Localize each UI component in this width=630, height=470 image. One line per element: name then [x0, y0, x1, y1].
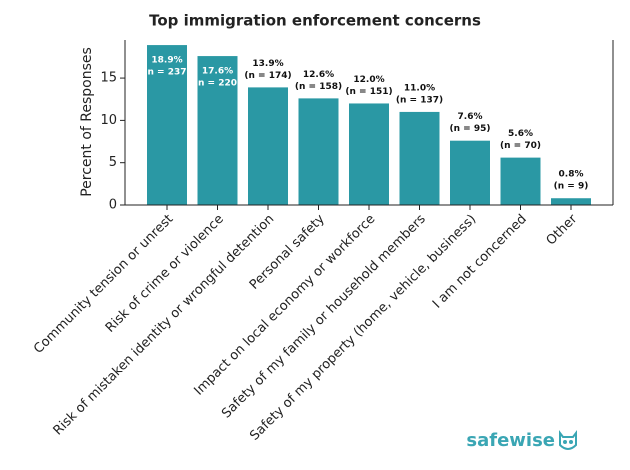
y-tick-label: 15	[100, 71, 117, 86]
value-label: 18.9%	[151, 56, 182, 66]
n-label: (n = 151)	[345, 87, 392, 97]
value-label: 13.9%	[252, 59, 283, 69]
logo-icon	[559, 430, 577, 450]
bar	[450, 140, 490, 205]
bar	[147, 45, 187, 206]
y-tick-label: 5	[109, 155, 117, 170]
logo: safewise	[466, 430, 555, 451]
x-tick-label: Impact on local economy or workforce	[191, 212, 378, 399]
value-label: 12.6%	[303, 70, 334, 80]
x-tick-label: I am not concerned	[430, 212, 530, 312]
value-label: 11.0%	[404, 83, 435, 93]
value-label: 7.6%	[458, 112, 483, 122]
value-label: 12.0%	[353, 75, 384, 85]
value-label: 0.8%	[559, 170, 584, 180]
value-label: 17.6%	[202, 67, 233, 77]
x-tick-label: Other	[544, 211, 581, 248]
bar	[349, 103, 389, 205]
y-tick-label: 10	[100, 113, 117, 128]
n-label: (n = 70)	[500, 141, 541, 151]
n-label: (n = 95)	[450, 124, 491, 134]
n-label: (n = 158)	[295, 82, 342, 92]
bar	[197, 56, 238, 206]
n-label: (n = 9)	[554, 182, 589, 192]
chart-title: Top immigration enforcement concerns	[149, 12, 481, 30]
value-label: 5.6%	[508, 129, 533, 139]
bar	[298, 98, 339, 205]
n-label: (n = 220)	[194, 79, 241, 89]
n-label: (n = 237)	[143, 68, 190, 78]
y-axis-label: Percent of Responses	[79, 47, 95, 197]
bar	[399, 111, 440, 205]
bar	[551, 198, 591, 205]
n-label: (n = 137)	[396, 95, 443, 105]
bar	[500, 157, 541, 205]
bar	[248, 87, 288, 205]
y-tick-label: 0	[109, 198, 117, 213]
n-label: (n = 174)	[244, 71, 291, 81]
